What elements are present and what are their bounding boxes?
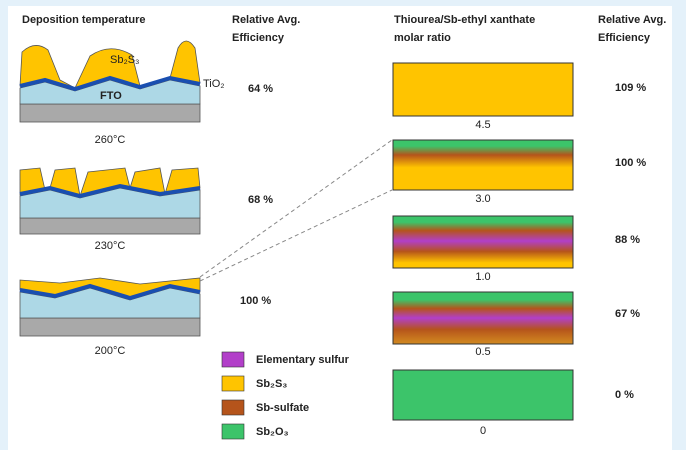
legend-swatch <box>222 352 244 367</box>
composition-bar <box>393 370 573 420</box>
efficiency-label: 100 % <box>615 157 646 169</box>
temperature-label: 260°C <box>95 134 126 146</box>
ratio-label: 0.5 <box>475 346 490 358</box>
efficiency-label: 88 % <box>615 234 640 246</box>
ratio-label: 1.0 <box>475 271 490 283</box>
temperature-label: 200°C <box>95 345 126 357</box>
ratio-label: 0 <box>480 425 486 437</box>
heading: Efficiency <box>232 32 285 44</box>
graphic: Deposition temperature Relative Avg. Eff… <box>0 0 686 450</box>
ratio-label: 4.5 <box>475 119 490 131</box>
heading: molar ratio <box>394 32 451 44</box>
legend-swatch <box>222 400 244 415</box>
heading: Deposition temperature <box>22 14 145 26</box>
legend-label: Elementary sulfur <box>256 354 350 366</box>
legend-swatch <box>222 376 244 391</box>
legend-swatch <box>222 424 244 439</box>
layer-label: FTO <box>100 90 122 102</box>
efficiency-label: 100 % <box>240 295 271 307</box>
composition-bar <box>393 292 573 344</box>
ratio-label: 3.0 <box>475 193 490 205</box>
legend-label: Sb₂S₃ <box>256 378 287 390</box>
heading: Relative Avg. <box>232 14 300 26</box>
heading: Efficiency <box>598 32 651 44</box>
efficiency-label: 68 % <box>248 194 273 206</box>
heading: Thiourea/Sb-ethyl xanthate <box>394 14 535 26</box>
layer-label: Sb₂S₃ <box>110 54 140 66</box>
efficiency-label: 109 % <box>615 82 646 94</box>
layer-label: TiO₂ <box>203 78 225 90</box>
composition-bar <box>393 140 573 190</box>
efficiency-label: 0 % <box>615 389 634 401</box>
composition-bar <box>393 63 573 116</box>
composition-bar <box>393 216 573 268</box>
efficiency-label: 67 % <box>615 308 640 320</box>
layer-stack <box>20 278 200 336</box>
legend-label: Sb-sulfate <box>256 402 309 414</box>
temperature-label: 230°C <box>95 240 126 252</box>
legend-label: Sb₂O₃ <box>256 426 289 438</box>
heading: Relative Avg. <box>598 14 666 26</box>
efficiency-label: 64 % <box>248 83 273 95</box>
